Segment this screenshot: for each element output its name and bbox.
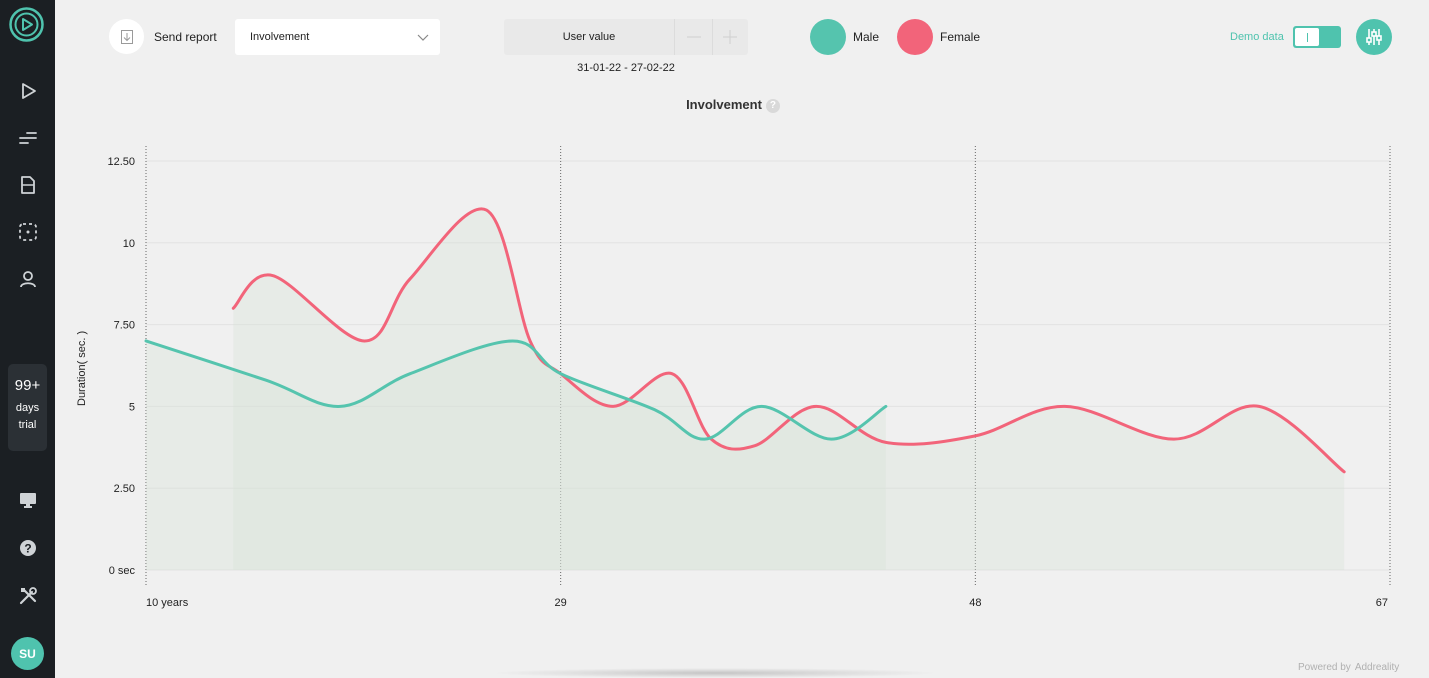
x-tick-label: 29 xyxy=(555,597,567,609)
toggle-knob xyxy=(1295,28,1319,46)
y-tick-label: 10 xyxy=(123,238,135,250)
x-tick-label: 48 xyxy=(969,597,981,609)
y-tick-label: 0 sec xyxy=(109,565,136,577)
settings-button[interactable] xyxy=(1356,19,1392,55)
download-icon xyxy=(120,29,133,44)
chevron-down-icon xyxy=(416,30,430,49)
legend-male-label[interactable]: Male xyxy=(853,30,880,44)
monitor-icon[interactable] xyxy=(16,488,40,512)
help-icon[interactable]: ? xyxy=(765,99,780,113)
addreality-logo-icon[interactable] xyxy=(9,7,44,42)
send-report-label[interactable]: Send report xyxy=(154,30,217,44)
series-area-female xyxy=(233,208,1345,570)
series-line-male xyxy=(144,339,888,441)
bottom-shadow xyxy=(490,668,940,678)
x-tick-label: 67 xyxy=(1376,597,1388,609)
trial-label-days: days xyxy=(15,402,40,414)
y-tick-label: 12.50 xyxy=(107,156,135,168)
y-tick-label: 5 xyxy=(129,401,135,413)
dashed-square-icon[interactable] xyxy=(16,220,40,244)
legend-female-label[interactable]: Female xyxy=(940,30,981,44)
play-icon[interactable] xyxy=(16,79,40,103)
demo-data-toggle[interactable] xyxy=(1293,26,1341,48)
chart-title-text: Involvement xyxy=(686,97,762,112)
series-line-female xyxy=(231,207,1346,474)
powered-by-brand: Addreality xyxy=(1354,662,1400,673)
chart-title: Involvement? xyxy=(600,97,866,113)
x-tick-label: 10 years xyxy=(146,597,189,609)
list-icon[interactable] xyxy=(16,126,40,150)
date-range[interactable]: 31-01-22 - 27-02-22 xyxy=(577,62,675,74)
sidebar: 99+ days trial ? SU xyxy=(0,0,55,678)
series-area-male xyxy=(146,340,886,570)
plus-icon xyxy=(723,30,737,44)
sliders-icon xyxy=(1366,29,1382,45)
stepper-divider xyxy=(674,19,675,55)
trial-label-trial: trial xyxy=(18,419,37,431)
legend-male-swatch[interactable] xyxy=(810,19,846,55)
powered-by: Powered by Addreality xyxy=(1298,662,1399,673)
decrement-button[interactable] xyxy=(678,23,710,51)
legend-female-swatch[interactable] xyxy=(897,19,933,55)
y-tick-label: 2.50 xyxy=(114,483,135,495)
tools-icon[interactable] xyxy=(16,584,40,608)
user-icon[interactable] xyxy=(16,267,40,291)
metric-select[interactable]: Involvement xyxy=(235,19,440,55)
powered-by-text: Powered by xyxy=(1298,662,1351,673)
increment-button[interactable] xyxy=(714,23,746,51)
minus-icon xyxy=(687,36,701,38)
user-value-stepper: User value xyxy=(504,19,748,55)
trial-badge[interactable]: 99+ days trial xyxy=(8,364,47,451)
metric-select-value: Involvement xyxy=(250,31,310,43)
y-tick-label: 7.50 xyxy=(114,320,135,332)
user-value-label: User value xyxy=(562,31,616,43)
avatar[interactable]: SU xyxy=(11,637,44,670)
stepper-divider xyxy=(712,19,713,55)
help-icon[interactable]: ? xyxy=(16,536,40,560)
demo-data-label: Demo data xyxy=(1230,31,1284,43)
svg-text:?: ? xyxy=(24,542,31,556)
trial-count: 99+ xyxy=(14,377,41,394)
send-report-button[interactable] xyxy=(109,19,144,54)
file-icon[interactable] xyxy=(16,173,40,197)
